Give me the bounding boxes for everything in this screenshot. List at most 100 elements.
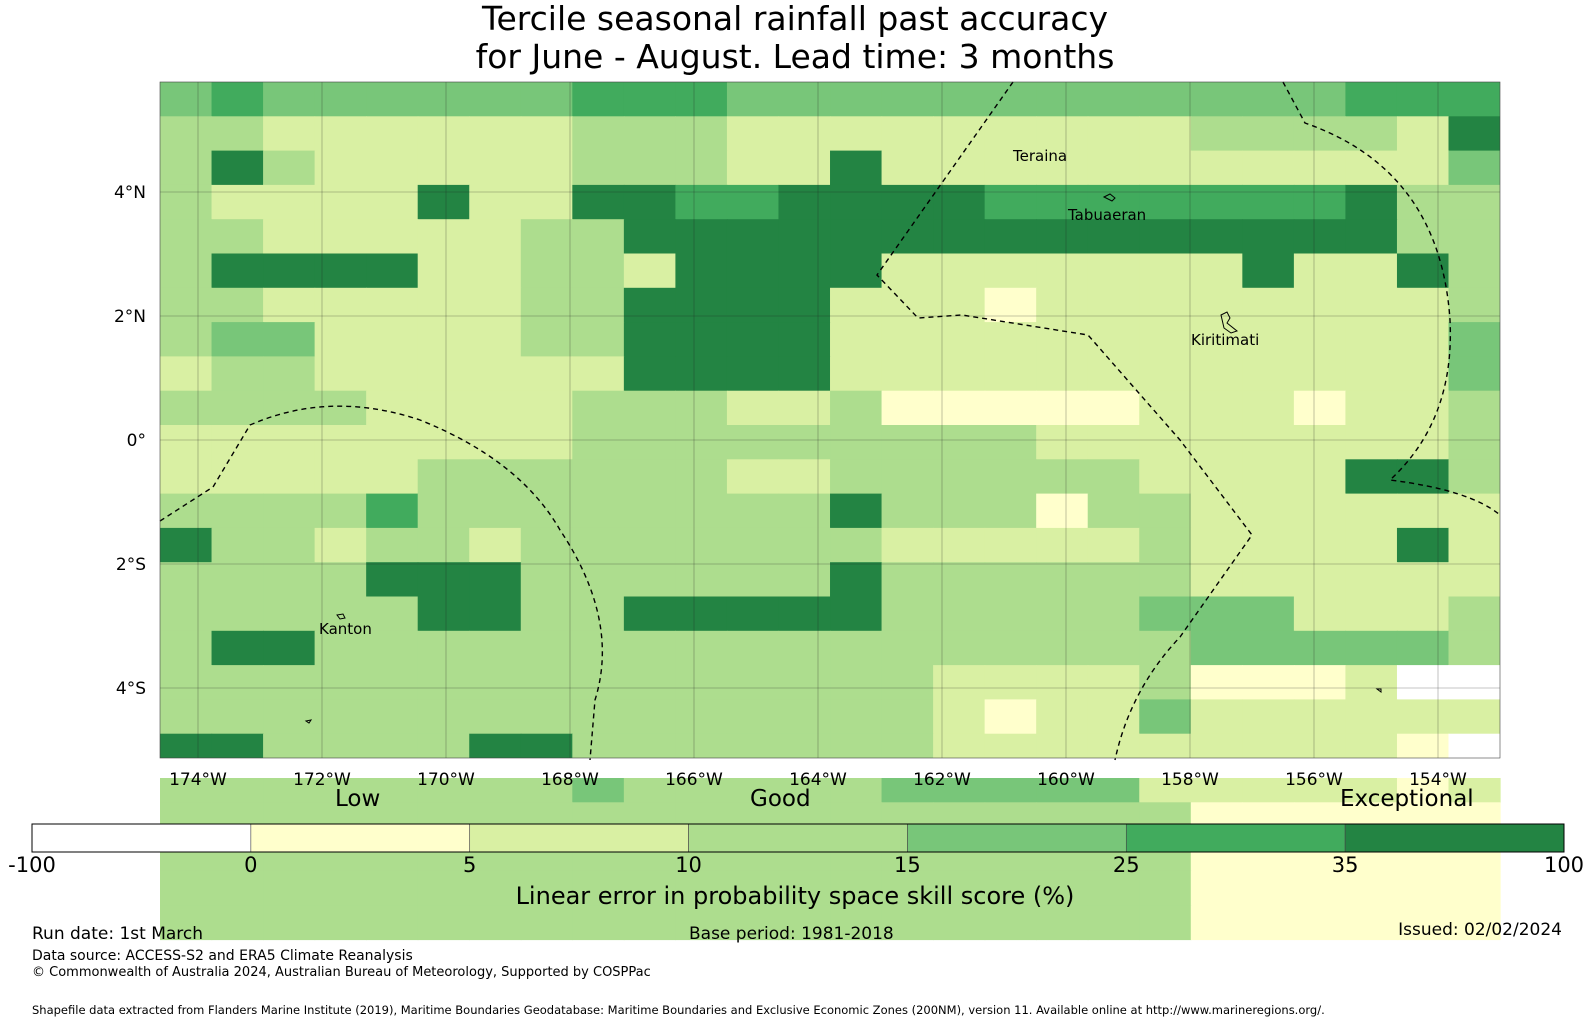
grid-cell [1139, 322, 1192, 357]
grid-cell [1087, 116, 1140, 152]
grid-cell [726, 527, 780, 563]
longitude-tick-label: 170°W [417, 770, 475, 790]
grid-cell [572, 699, 625, 735]
grid-cell [675, 630, 728, 666]
grid-cell [675, 596, 728, 632]
grid-cell [984, 82, 1037, 117]
grid-cell [1139, 82, 1192, 117]
grid-cell [263, 493, 316, 529]
grid-cell [211, 322, 264, 357]
grid-cell [726, 390, 780, 426]
grid-cell [417, 562, 470, 598]
grid-cell [830, 219, 883, 255]
grid-cell [314, 870, 367, 906]
grid-cell [1448, 596, 1501, 632]
grid-cell [417, 527, 470, 563]
grid-cell [366, 356, 419, 392]
grid-cell [1293, 630, 1347, 666]
grid-cell [675, 459, 728, 495]
grid-cell [675, 82, 728, 117]
grid-cell [1396, 870, 1450, 906]
grid-cell [1396, 425, 1450, 460]
grid-cell [520, 150, 573, 186]
grid-cell [726, 665, 780, 700]
grid-cell [1242, 630, 1295, 666]
grid-cell [520, 390, 573, 426]
grid-cell [1087, 630, 1140, 666]
grid-cell [830, 253, 883, 289]
island-small-2 [1375, 688, 1382, 693]
grid-cell [211, 527, 264, 563]
grid-cell [1396, 562, 1450, 598]
grid-cell [160, 527, 213, 563]
grid-cell [520, 287, 573, 323]
grid-cell [160, 905, 213, 941]
colorbar-outline [31, 823, 1565, 853]
grid-cell [881, 459, 934, 495]
grid-cell [1036, 870, 1089, 906]
grid-cell [314, 390, 367, 426]
grid-cell [984, 527, 1037, 563]
grid-cell [984, 425, 1037, 460]
grid-cell [1190, 287, 1243, 323]
grid-cell [1139, 150, 1192, 186]
grid-cell [469, 116, 522, 152]
grid-cell [1190, 527, 1243, 563]
grid-cell [984, 116, 1037, 152]
grid-cell [314, 665, 367, 700]
grid-cell [314, 322, 367, 357]
grid-cell [1036, 82, 1089, 117]
grid-cell [1396, 527, 1450, 563]
grid-cell [211, 870, 264, 906]
grid-cell [520, 459, 573, 495]
grid-cell [726, 905, 780, 941]
grid-cell [675, 356, 728, 392]
grid-cell [1139, 699, 1192, 735]
grid-cell [1345, 596, 1398, 632]
grid-cell [1036, 905, 1089, 941]
grid-cell [469, 630, 522, 666]
grid-cell [933, 493, 986, 529]
grid-cell [366, 150, 419, 186]
grid-cell [1242, 493, 1295, 529]
grid-cell [1087, 562, 1140, 598]
grid-cell [417, 82, 470, 117]
grid-cell [778, 870, 831, 906]
grid-cell [1293, 82, 1347, 117]
grid-cell [1345, 82, 1398, 117]
grid-cell [1293, 150, 1347, 186]
grid-cell [469, 596, 522, 632]
grid-cell [881, 905, 934, 941]
grid-cell [1396, 219, 1450, 255]
grid-cell [263, 459, 316, 495]
grid-cell [160, 425, 213, 460]
grid-cell [933, 527, 986, 563]
longitude-tick-label: 174°W [169, 770, 227, 790]
grid-cell [881, 699, 934, 735]
grid-cell [881, 253, 934, 289]
grid-cell [572, 665, 625, 700]
grid-cell [1190, 630, 1243, 666]
grid-cell [1087, 699, 1140, 735]
grid-cell [520, 493, 573, 529]
latitude-tick-label: 2°S [116, 555, 146, 575]
grid-cell [469, 493, 522, 529]
grid-cell [1087, 665, 1140, 700]
grid-cell [314, 253, 367, 289]
grid-cell [881, 562, 934, 598]
grid-cell [263, 287, 316, 323]
grid-cell [1242, 665, 1295, 700]
grid-cell [984, 356, 1037, 392]
grid-cell [675, 253, 728, 289]
grid-cell [572, 630, 625, 666]
grid-cell [1139, 596, 1192, 632]
grid-cell [1139, 356, 1192, 392]
grid-cell [1345, 322, 1398, 357]
grid-cell [1139, 184, 1192, 220]
grid-cell [1345, 253, 1398, 289]
longitude-tick-label: 154°W [1409, 770, 1467, 790]
grid-cell [263, 356, 316, 392]
grid-cell [1036, 562, 1089, 598]
grid-cell [160, 184, 213, 220]
grid-cell [830, 870, 883, 906]
